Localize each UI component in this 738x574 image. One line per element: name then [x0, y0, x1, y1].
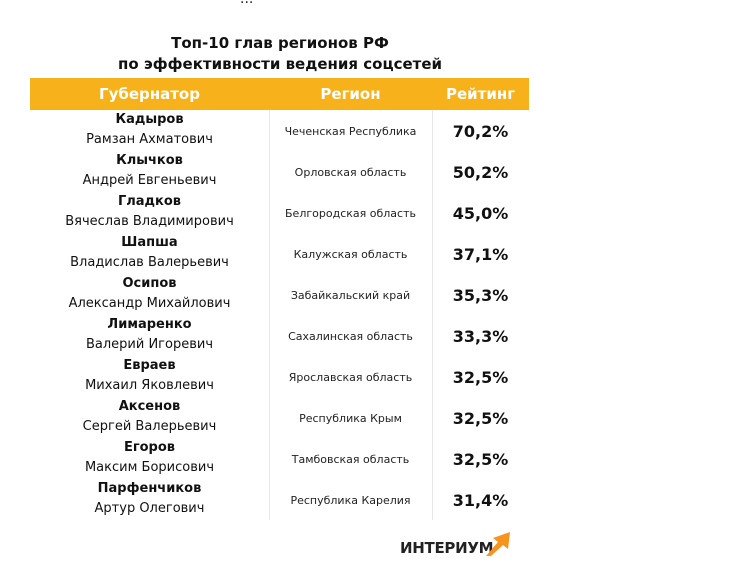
table-row: Гладков Вячеслав Владимирович Белгородская… [30, 193, 529, 234]
governor-cell: Лимаренко Валерий Игоревич [30, 316, 269, 356]
region-cell: Тамбовская область [291, 453, 410, 466]
table-row: Шапша Владислав Валерьевич Калужская облас… [30, 234, 529, 275]
governor-surname: Клычков [116, 153, 183, 168]
table-title: Топ-10 глав регионов РФ по эффективности… [30, 33, 530, 75]
rating-cell: 32,5% [452, 368, 509, 387]
header-rating: Рейтинг [445, 85, 516, 103]
rating-cell: 31,4% [452, 491, 509, 510]
governor-given-name: Валерий Игоревич [85, 337, 214, 352]
rating-cell: 70,2% [452, 122, 509, 141]
governor-given-name: Андрей Евгеньевич [82, 173, 217, 188]
governor-cell: Евраев Михаил Яковлевич [30, 357, 269, 397]
region-cell: Ярославская область [288, 371, 413, 384]
table-row: Клычков Андрей Евгеньевич Орловская област… [30, 152, 529, 193]
governor-surname: Шапша [121, 235, 178, 250]
column-divider [269, 110, 270, 520]
rating-cell: 35,3% [452, 286, 509, 305]
governor-given-name: Артур Олегович [94, 501, 205, 516]
governor-given-name: Михаил Яковлевич [85, 378, 214, 393]
governor-surname: Аксенов [118, 399, 181, 414]
header-governor: Губернатор [99, 85, 200, 103]
table-row: Кадыров Рамзан Ахматович Чеченская Республ… [30, 111, 529, 152]
region-cell: Забайкальский край [290, 289, 411, 302]
header-region: Регион [320, 85, 381, 103]
rating-cell: 45,0% [452, 204, 509, 223]
governor-given-name: Рамзан Ахматович [86, 132, 213, 147]
governor-given-name: Максим Борисович [84, 460, 215, 475]
table-header: Губернатор Регион Рейтинг [30, 78, 529, 110]
governor-surname: Лимаренко [107, 317, 192, 332]
table-row: Парфенчиков Артур Олегович Республика Каре… [30, 480, 529, 521]
region-cell: Республика Карелия [290, 494, 411, 507]
rating-cell: 33,3% [452, 327, 509, 346]
orange-arrow-icon [486, 532, 510, 556]
rating-cell: 37,1% [452, 245, 509, 264]
governor-surname: Осипов [122, 276, 177, 291]
governor-cell: Клычков Андрей Евгеньевич [30, 152, 269, 192]
governor-surname: Егоров [123, 440, 176, 455]
region-cell: Калужская область [293, 248, 408, 261]
governor-cell: Кадыров Рамзан Ахматович [30, 111, 269, 151]
region-cell: Орловская область [294, 166, 407, 179]
table-row: Евраев Михаил Яковлевич Ярославская област… [30, 357, 529, 398]
governor-surname: Парфенчиков [97, 481, 202, 496]
region-cell: Сахалинская область [288, 330, 413, 343]
governor-cell: Гладков Вячеслав Владимирович [30, 193, 269, 233]
governor-cell: Осипов Александр Михайлович [30, 275, 269, 315]
region-cell: Республика Крым [299, 412, 402, 425]
rating-cell: 32,5% [452, 450, 509, 469]
governor-given-name: Сергей Валерьевич [82, 419, 217, 434]
table-row: Егоров Максим Борисович Тамбовская область… [30, 439, 529, 480]
governor-surname: Евраев [123, 358, 176, 373]
table-row: Лимаренко Валерий Игоревич Сахалинская обл… [30, 316, 529, 357]
region-cell: Чеченская Республика [284, 125, 417, 138]
governor-surname: Гладков [117, 194, 182, 209]
governor-given-name: Александр Михайлович [68, 296, 231, 311]
governor-cell: Парфенчиков Артур Олегович [30, 480, 269, 520]
title-line-1: Топ-10 глав регионов РФ [171, 34, 389, 52]
governor-given-name: Владислав Валерьевич [70, 255, 229, 270]
governor-surname: Кадыров [115, 112, 184, 127]
cropped-top-text: ... [240, 0, 253, 7]
governor-cell: Аксенов Сергей Валерьевич [30, 398, 269, 438]
table-row: Аксенов Сергей Валерьевич Республика Крым 3… [30, 398, 529, 439]
governor-given-name: Вячеслав Владимирович [65, 214, 234, 229]
governor-cell: Егоров Максим Борисович [30, 439, 269, 479]
title-line-2: по эффективности ведения соцсетей [117, 55, 443, 73]
rating-cell: 32,5% [452, 409, 509, 428]
logo-text: ИНТЕРИУМ [400, 539, 494, 557]
region-cell: Белгородская область [285, 207, 416, 220]
table-row: Осипов Александр Михайлович Забайкальский … [30, 275, 529, 316]
rating-cell: 50,2% [452, 163, 509, 182]
governor-cell: Шапша Владислав Валерьевич [30, 234, 269, 274]
column-divider [432, 110, 433, 520]
